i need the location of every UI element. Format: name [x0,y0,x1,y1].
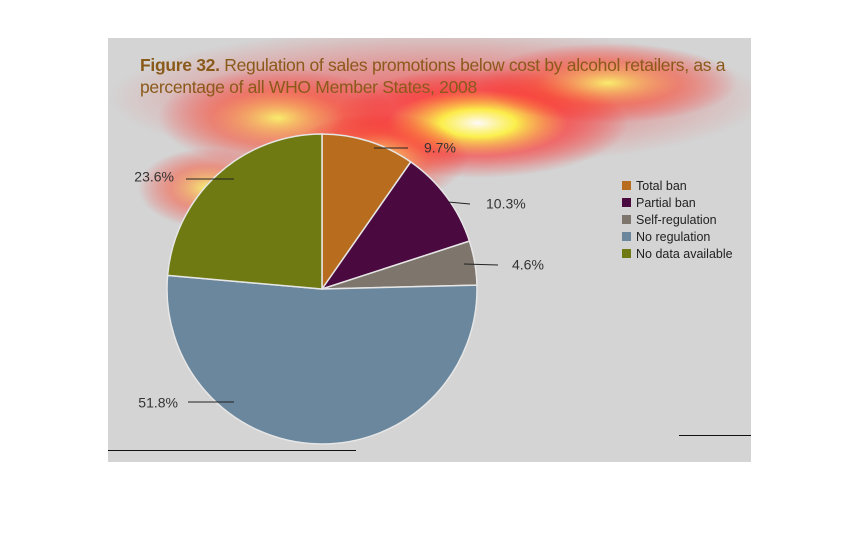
figure-number: Figure 32. [140,55,220,75]
legend-swatch [622,232,631,241]
data-label: 10.3% [486,196,526,212]
data-label: 51.8% [138,395,178,411]
legend: Total ban Partial ban Self-regulation No re… [622,177,733,262]
legend-swatch [622,249,631,258]
chart-title: Figure 32. Regulation of sales promotion… [140,54,750,98]
legend-item: Partial ban [622,194,733,211]
legend-item: Total ban [622,177,733,194]
data-label: 23.6% [134,169,174,185]
pie-chart: 9.7% 10.3% 4.6% 51.8% 23.6% [134,133,544,445]
leader-line [463,263,499,266]
pie-slice-no-data-available [166,133,323,290]
legend-label: Partial ban [636,195,696,210]
legend-swatch [622,181,631,190]
pie-slice-total-ban [321,133,412,292]
pie-slice-no-regulation [166,274,478,445]
legend-item: No regulation [622,228,733,245]
legend-swatch [622,198,631,207]
legend-label: Self-regulation [636,212,717,227]
divider-line-left [108,450,356,451]
legend-item: No data available [622,245,733,262]
legend-item: Self-regulation [622,211,733,228]
legend-label: No regulation [636,229,711,244]
data-label: 9.7% [424,140,456,156]
data-label: 4.6% [512,257,544,273]
legend-label: Total ban [636,178,687,193]
legend-swatch [622,215,631,224]
figure-panel: Figure 32. Regulation of sales promotion… [108,38,751,462]
divider-line-right [679,435,751,436]
pie-slice-partial-ban [320,160,471,291]
chart-title-text: Regulation of sales promotions below cos… [140,55,726,97]
leader-line [447,201,471,205]
legend-label: No data available [636,246,733,261]
